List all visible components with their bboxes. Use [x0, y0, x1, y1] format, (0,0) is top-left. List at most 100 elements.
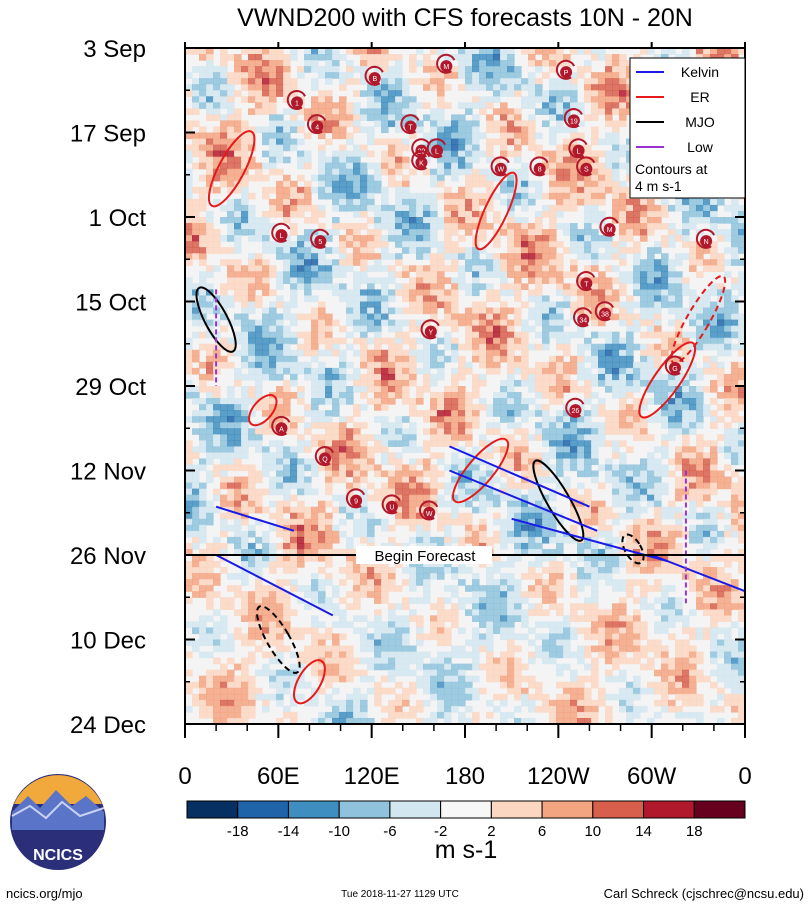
anomaly-cell [465, 156, 473, 164]
anomaly-cell [738, 392, 745, 399]
anomaly-cell [710, 229, 718, 236]
anomaly-cell [542, 247, 550, 254]
anomaly-cell [297, 283, 305, 291]
anomaly-cell [248, 283, 256, 291]
anomaly-cell [640, 428, 648, 435]
anomaly-cell [360, 373, 368, 381]
anomaly-cell [388, 440, 396, 447]
anomaly-cell [570, 458, 578, 466]
anomaly-cell [353, 162, 361, 170]
anomaly-cell [269, 458, 277, 466]
anomaly-cell [241, 434, 249, 441]
anomaly-cell [423, 210, 431, 218]
anomaly-cell [500, 66, 508, 73]
anomaly-cell [346, 301, 354, 309]
anomaly-cell [710, 542, 718, 550]
anomaly-cell [276, 192, 284, 200]
anomaly-cell [325, 60, 333, 67]
anomaly-cell [549, 78, 557, 85]
anomaly-cell [458, 192, 466, 200]
anomaly-cell [409, 488, 417, 496]
anomaly-cell [304, 548, 312, 556]
anomaly-cell [465, 488, 473, 496]
anomaly-cell [360, 379, 368, 387]
anomaly-cell [528, 506, 536, 514]
anomaly-cell [444, 416, 452, 423]
anomaly-cell [423, 428, 431, 435]
anomaly-cell [556, 440, 564, 447]
anomaly-cell [563, 452, 571, 460]
anomaly-cell [612, 168, 620, 176]
anomaly-cell [472, 373, 480, 381]
anomaly-cell [598, 241, 606, 248]
anomaly-cell [458, 223, 466, 230]
anomaly-cell [731, 325, 739, 333]
anomaly-cell [276, 452, 284, 460]
anomaly-cell [409, 404, 417, 411]
anomaly-cell [577, 229, 585, 236]
anomaly-cell [388, 289, 396, 297]
anomaly-cell [563, 54, 571, 61]
anomaly-cell [304, 482, 312, 490]
anomaly-cell [703, 210, 711, 218]
anomaly-cell [248, 301, 256, 309]
anomaly-cell [493, 120, 501, 128]
anomaly-cell [290, 223, 298, 230]
anomaly-cell [654, 54, 662, 61]
anomaly-cell [661, 349, 669, 357]
anomaly-cell [241, 132, 249, 140]
anomaly-cell [409, 223, 417, 230]
anomaly-cell [535, 247, 543, 254]
anomaly-cell [276, 343, 284, 351]
anomaly-cell [416, 271, 424, 278]
anomaly-cell [269, 198, 277, 206]
anomaly-cell [493, 536, 501, 544]
anomaly-cell [640, 355, 648, 363]
anomaly-cell [346, 241, 354, 248]
anomaly-cell [710, 386, 718, 393]
anomaly-cell [311, 536, 319, 544]
anomaly-cell [514, 295, 522, 303]
anomaly-cell [507, 506, 515, 514]
anomaly-cell [444, 428, 452, 435]
anomaly-cell [535, 108, 543, 115]
anomaly-cell [465, 464, 473, 472]
anomaly-cell [647, 343, 655, 351]
anomaly-cell [605, 548, 613, 556]
anomaly-cell [633, 229, 641, 236]
anomaly-cell [731, 446, 739, 453]
anomaly-cell [682, 48, 690, 55]
anomaly-cell [409, 78, 417, 85]
anomaly-cell [556, 398, 564, 405]
anomaly-cell [332, 72, 340, 79]
anomaly-cell [556, 54, 564, 61]
anomaly-cell [402, 217, 410, 224]
anomaly-cell [507, 355, 515, 363]
anomaly-cell [283, 386, 291, 393]
anomaly-cell [290, 259, 298, 266]
anomaly-cell [556, 198, 564, 206]
anomaly-cell [325, 524, 333, 532]
anomaly-cell [227, 126, 235, 134]
anomaly-cell [703, 386, 711, 393]
anomaly-cell [311, 530, 319, 538]
anomaly-cell [528, 452, 536, 460]
anomaly-cell [556, 210, 564, 218]
anomaly-cell [430, 174, 438, 182]
anomaly-cell [472, 180, 480, 188]
anomaly-cell [507, 283, 515, 291]
anomaly-cell [437, 277, 445, 284]
anomaly-cell [598, 186, 606, 194]
anomaly-cell [640, 210, 648, 218]
anomaly-cell [703, 524, 711, 532]
anomaly-cell [626, 295, 634, 303]
anomaly-cell [402, 367, 410, 375]
anomaly-cell [297, 66, 305, 73]
anomaly-cell [633, 361, 641, 369]
anomaly-cell [444, 410, 452, 417]
anomaly-cell [206, 349, 214, 357]
anomaly-cell [514, 132, 522, 140]
anomaly-cell [353, 422, 361, 429]
anomaly-cell [325, 78, 333, 85]
anomaly-cell [591, 331, 599, 339]
